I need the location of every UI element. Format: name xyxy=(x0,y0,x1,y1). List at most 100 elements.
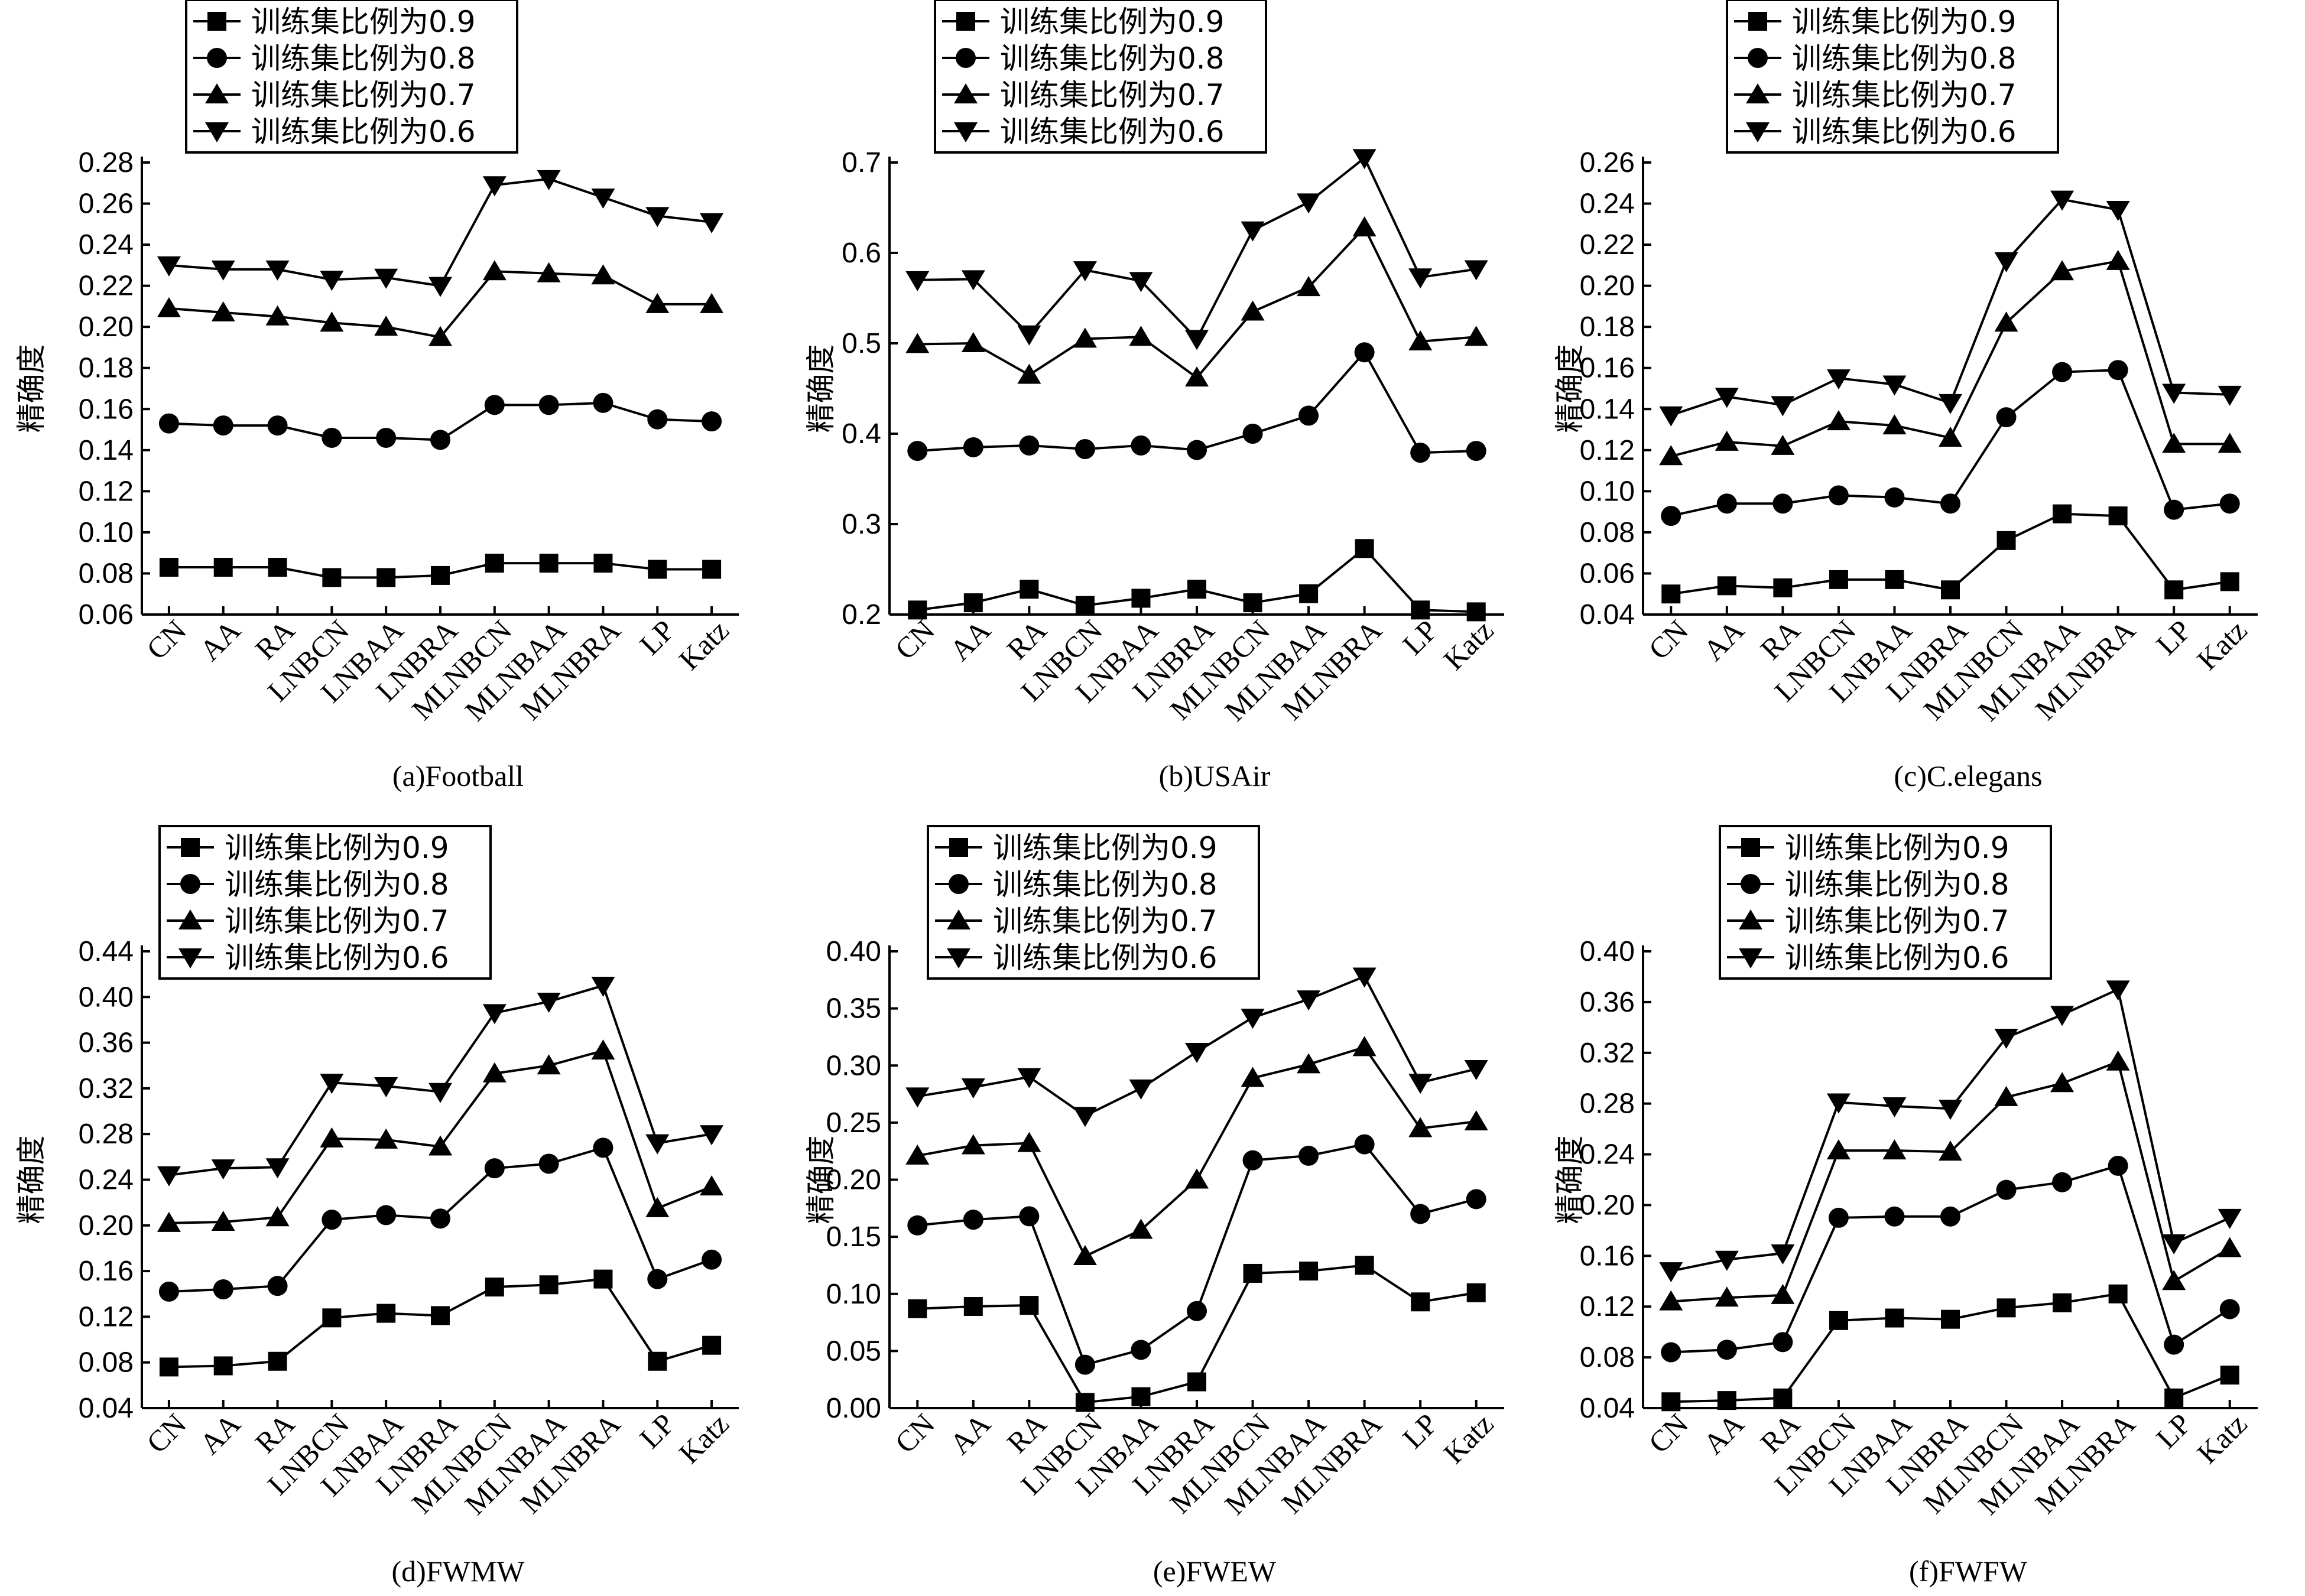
data-point xyxy=(159,558,178,577)
data-point xyxy=(431,565,450,585)
data-point xyxy=(1185,366,1209,387)
x-tick-label: CN xyxy=(888,613,941,666)
data-point xyxy=(1073,1107,1097,1127)
data-point xyxy=(374,316,398,336)
data-point xyxy=(320,271,344,291)
data-point xyxy=(1242,1150,1263,1171)
y-tick-label: 0.3 xyxy=(842,509,881,540)
data-point xyxy=(322,1308,342,1328)
data-point xyxy=(157,297,181,317)
data-point xyxy=(1408,330,1433,350)
data-point xyxy=(2108,1284,2128,1304)
data-point xyxy=(2106,980,2130,1001)
y-tick-label: 0.08 xyxy=(79,1347,134,1379)
y-tick-label: 0.04 xyxy=(79,1393,134,1424)
data-point xyxy=(538,395,559,415)
data-point xyxy=(1882,1097,1907,1117)
data-point xyxy=(963,1297,983,1317)
data-point xyxy=(2162,433,2186,453)
data-point xyxy=(1299,584,1319,603)
legend-marker xyxy=(205,83,229,103)
data-point xyxy=(591,264,615,285)
y-tick-label: 0.16 xyxy=(79,1256,134,1287)
legend-marker xyxy=(181,838,200,857)
legend-marker xyxy=(178,909,202,929)
data-point xyxy=(1939,426,1962,447)
legend-entry: 训练集比例为0.6 xyxy=(1792,115,2017,149)
data-point xyxy=(430,430,450,450)
legend-marker xyxy=(207,12,226,31)
data-point xyxy=(702,1249,722,1270)
y-tick-label: 0.16 xyxy=(79,394,134,425)
series-triangle-up xyxy=(157,1039,724,1232)
data-point xyxy=(591,1039,615,1060)
legend-entry: 训练集比例为0.9 xyxy=(225,831,449,865)
data-point xyxy=(591,188,615,209)
data-point xyxy=(1994,311,2018,332)
y-tick-label: 0.5 xyxy=(842,328,881,359)
data-point xyxy=(211,1211,235,1231)
data-point xyxy=(2220,1366,2239,1385)
legend-entry: 训练集比例为0.8 xyxy=(993,867,1218,902)
data-point xyxy=(1185,1168,1209,1189)
data-point xyxy=(1129,326,1153,346)
data-point xyxy=(1352,1036,1376,1057)
y-tick-label: 0.15 xyxy=(826,1221,881,1253)
y-tick-label: 0.16 xyxy=(1580,1240,1635,1272)
series-triangle-up xyxy=(1659,249,2242,466)
data-point xyxy=(963,593,983,613)
data-point xyxy=(1352,149,1376,170)
data-point xyxy=(1826,1139,1851,1160)
data-point xyxy=(213,1356,233,1376)
data-point xyxy=(1019,1206,1040,1227)
data-point xyxy=(2162,1234,2186,1254)
data-point xyxy=(702,560,722,579)
data-point xyxy=(1075,1393,1095,1412)
y-tick-label: 0.24 xyxy=(1580,1139,1635,1171)
data-point xyxy=(1354,1134,1375,1155)
data-point xyxy=(1771,1283,1795,1304)
data-point xyxy=(159,1357,178,1377)
data-point xyxy=(428,1083,452,1103)
data-point xyxy=(1939,394,1962,414)
data-point xyxy=(1354,342,1375,363)
series-triangle-down xyxy=(157,170,724,297)
data-point xyxy=(700,292,724,313)
y-tick-label: 0.12 xyxy=(1580,435,1635,466)
y-tick-label: 0.08 xyxy=(79,558,134,589)
data-point xyxy=(1466,602,1486,622)
data-point xyxy=(2164,1388,2184,1408)
data-point xyxy=(1017,325,1041,346)
y-axis-label: 精确度 xyxy=(804,344,838,433)
data-point xyxy=(907,1215,928,1236)
chart-panel-5: 0.00 0.05 0.10 0.15 0.20 0.25 0.30 0.35 0.40 CN AA… xyxy=(804,825,1504,1588)
data-point xyxy=(537,993,561,1013)
data-point xyxy=(1771,1244,1795,1265)
legend-marker xyxy=(1741,838,1760,857)
data-point xyxy=(1659,1290,1683,1311)
y-tick-label: 0.35 xyxy=(826,993,881,1025)
data-point xyxy=(2164,580,2184,600)
data-point xyxy=(213,415,233,436)
legend-marker xyxy=(947,948,970,968)
data-point xyxy=(482,1004,507,1025)
x-tick-label: Katz xyxy=(1437,1407,1499,1470)
data-point xyxy=(265,305,290,326)
data-point xyxy=(963,1210,983,1230)
series-triangle-down xyxy=(1659,980,2242,1283)
data-point xyxy=(2220,572,2239,591)
x-tick-label: Katz xyxy=(673,1407,735,1470)
data-point xyxy=(374,1077,398,1098)
legend-marker xyxy=(180,874,200,894)
data-point xyxy=(374,1128,398,1149)
data-point xyxy=(1352,216,1376,237)
data-point xyxy=(1715,1286,1739,1307)
data-point xyxy=(1717,1391,1736,1410)
y-tick-label: 0.26 xyxy=(1580,147,1635,178)
y-tick-label: 0.20 xyxy=(826,1165,881,1196)
data-point xyxy=(1940,1206,1960,1227)
y-tick-label: 0.26 xyxy=(79,188,134,220)
data-point xyxy=(2218,433,2242,453)
